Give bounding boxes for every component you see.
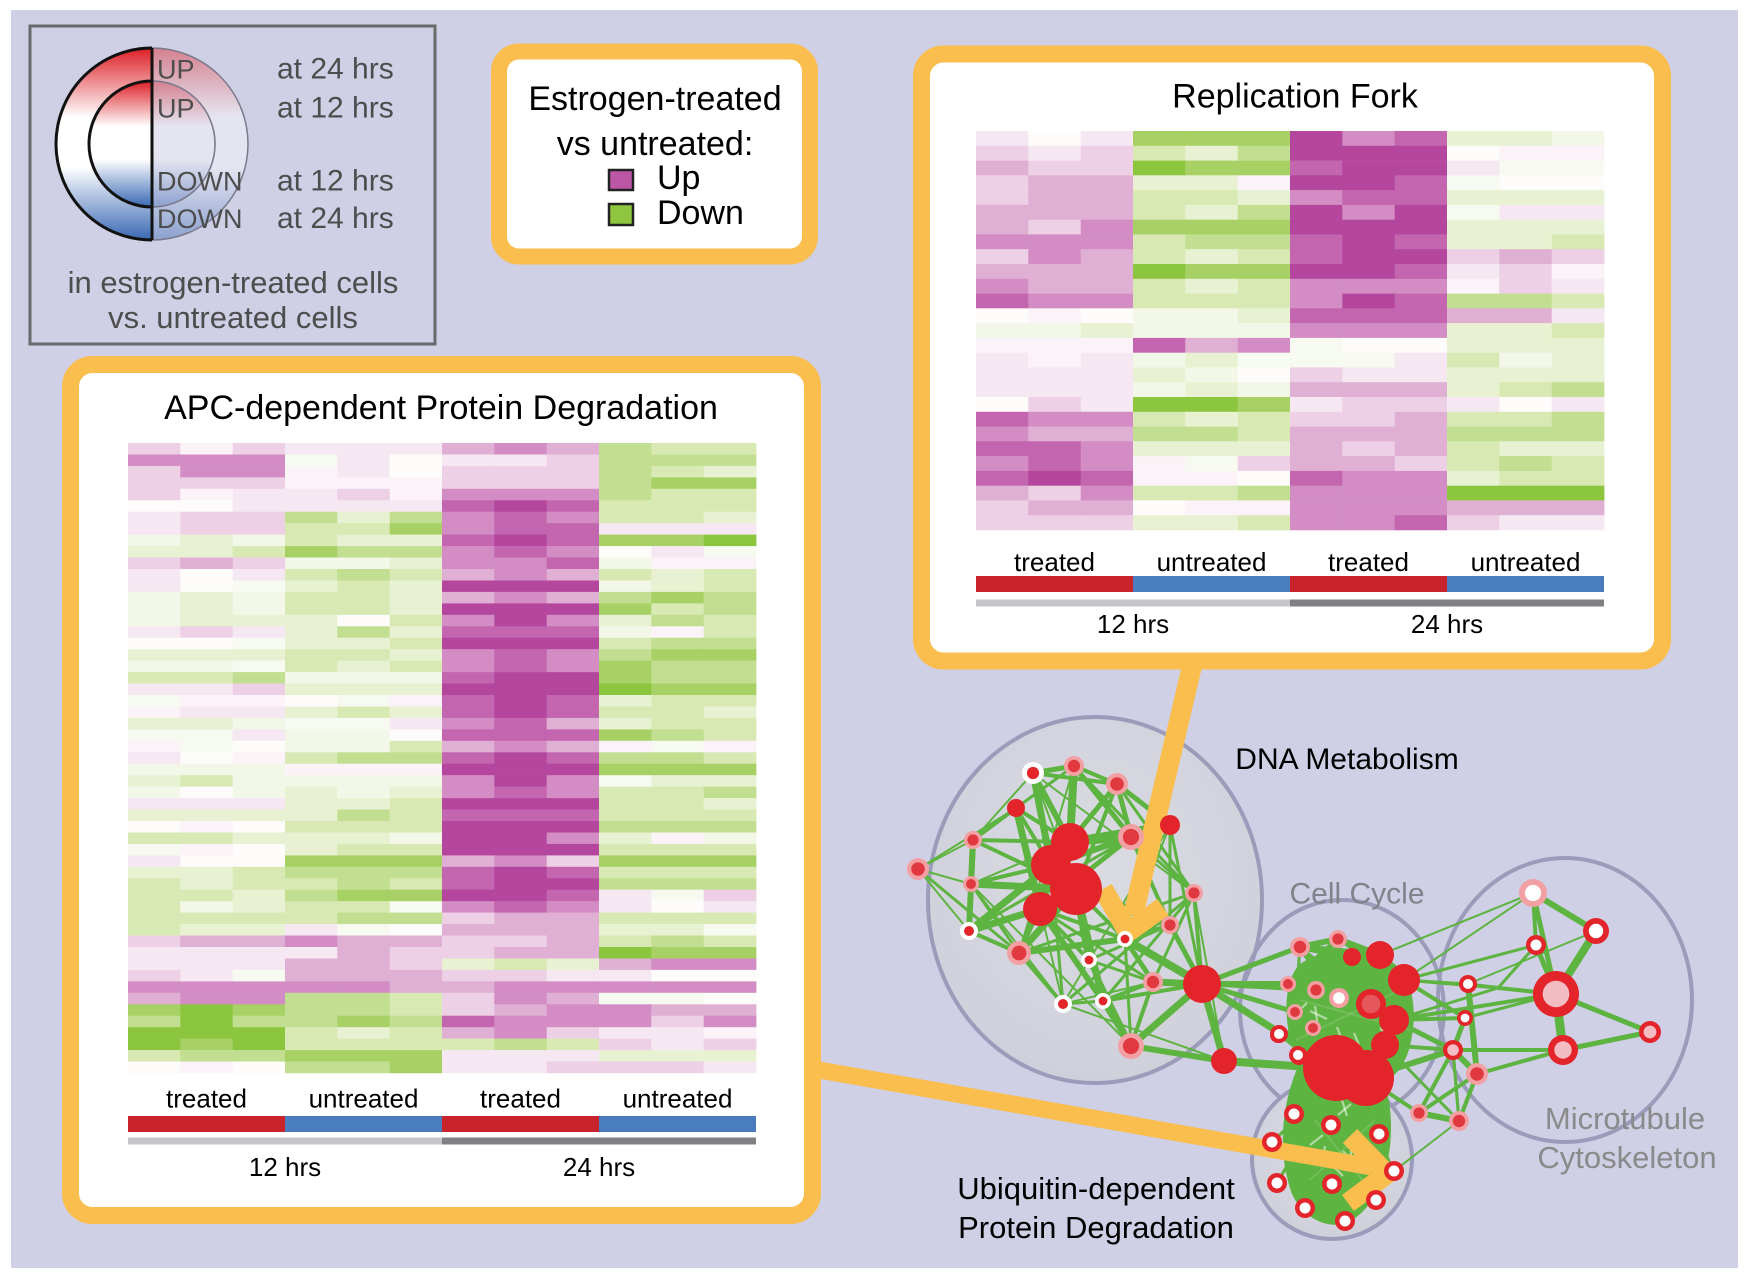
svg-text:at 12 hrs: at 12 hrs (277, 165, 394, 198)
svg-text:untreated: untreated (309, 1084, 419, 1114)
svg-text:Ubiquitin-dependent: Ubiquitin-dependent (957, 1171, 1235, 1206)
svg-text:12 hrs: 12 hrs (249, 1152, 321, 1182)
svg-text:treated: treated (166, 1084, 247, 1114)
svg-text:Cytoskeleton: Cytoskeleton (1537, 1140, 1716, 1175)
svg-text:treated: treated (1328, 547, 1409, 577)
svg-text:untreated: untreated (1471, 547, 1581, 577)
svg-text:treated: treated (1014, 547, 1095, 577)
svg-text:DNA Metabolism: DNA Metabolism (1235, 743, 1458, 776)
svg-text:Protein Degradation: Protein Degradation (958, 1210, 1234, 1245)
svg-text:vs. untreated cells: vs. untreated cells (108, 300, 358, 335)
svg-text:APC-dependent Protein Degradat: APC-dependent Protein Degradation (164, 389, 718, 427)
svg-text:Down: Down (657, 194, 744, 232)
svg-text:untreated: untreated (1157, 547, 1267, 577)
svg-text:at 24 hrs: at 24 hrs (277, 202, 394, 235)
svg-text:Estrogen-treated: Estrogen-treated (528, 80, 781, 118)
svg-text:DOWN: DOWN (157, 167, 242, 197)
svg-text:UP: UP (157, 94, 195, 124)
svg-text:at 12 hrs: at 12 hrs (277, 92, 394, 125)
svg-text:UP: UP (157, 55, 195, 85)
svg-text:24 hrs: 24 hrs (563, 1152, 635, 1182)
svg-text:at 24 hrs: at 24 hrs (277, 53, 394, 86)
svg-text:vs untreated:: vs untreated: (557, 125, 754, 163)
svg-text:Replication Fork: Replication Fork (1172, 78, 1419, 116)
svg-text:Up: Up (657, 159, 700, 197)
svg-text:untreated: untreated (623, 1084, 733, 1114)
svg-text:treated: treated (480, 1084, 561, 1114)
svg-text:Cell Cycle: Cell Cycle (1289, 878, 1424, 911)
svg-text:Microtubule: Microtubule (1545, 1101, 1705, 1136)
svg-text:12 hrs: 12 hrs (1097, 609, 1169, 639)
svg-text:DOWN: DOWN (157, 204, 242, 234)
svg-text:24 hrs: 24 hrs (1411, 609, 1483, 639)
svg-text:in estrogen-treated cells: in estrogen-treated cells (68, 265, 399, 300)
